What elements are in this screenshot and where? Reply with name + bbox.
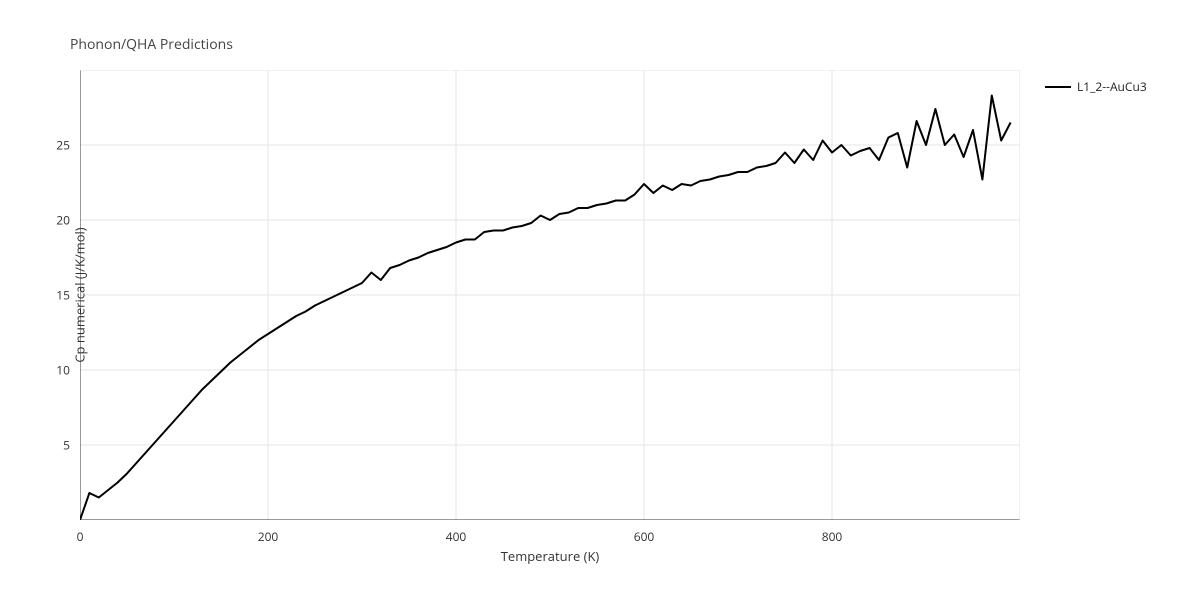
legend-label: L1_2--AuCu3	[1077, 78, 1147, 95]
legend-swatch-icon	[1045, 86, 1071, 88]
x-tick-label: 800	[822, 528, 843, 545]
x-tick-label: 400	[446, 528, 467, 545]
y-tick-label: 20	[56, 212, 70, 229]
data-series-line	[80, 96, 1011, 521]
y-axis-label: Cp numerical (J/K/mol)	[71, 227, 89, 362]
chart-container: { "chart": { "type": "line", "title": "P…	[0, 0, 1200, 600]
x-axis-label: Temperature (K)	[80, 547, 1020, 565]
x-tick-label: 200	[258, 528, 279, 545]
y-tick-label: 25	[56, 137, 70, 154]
y-tick-label: 5	[63, 437, 70, 454]
y-tick-label: 10	[56, 362, 70, 379]
x-tick-label: 600	[634, 528, 655, 545]
plot-area	[80, 70, 1020, 520]
chart-title: Phonon/QHA Predictions	[70, 35, 233, 54]
legend: L1_2--AuCu3	[1045, 78, 1147, 95]
x-tick-label: 0	[77, 528, 84, 545]
y-tick-label: 15	[56, 287, 70, 304]
